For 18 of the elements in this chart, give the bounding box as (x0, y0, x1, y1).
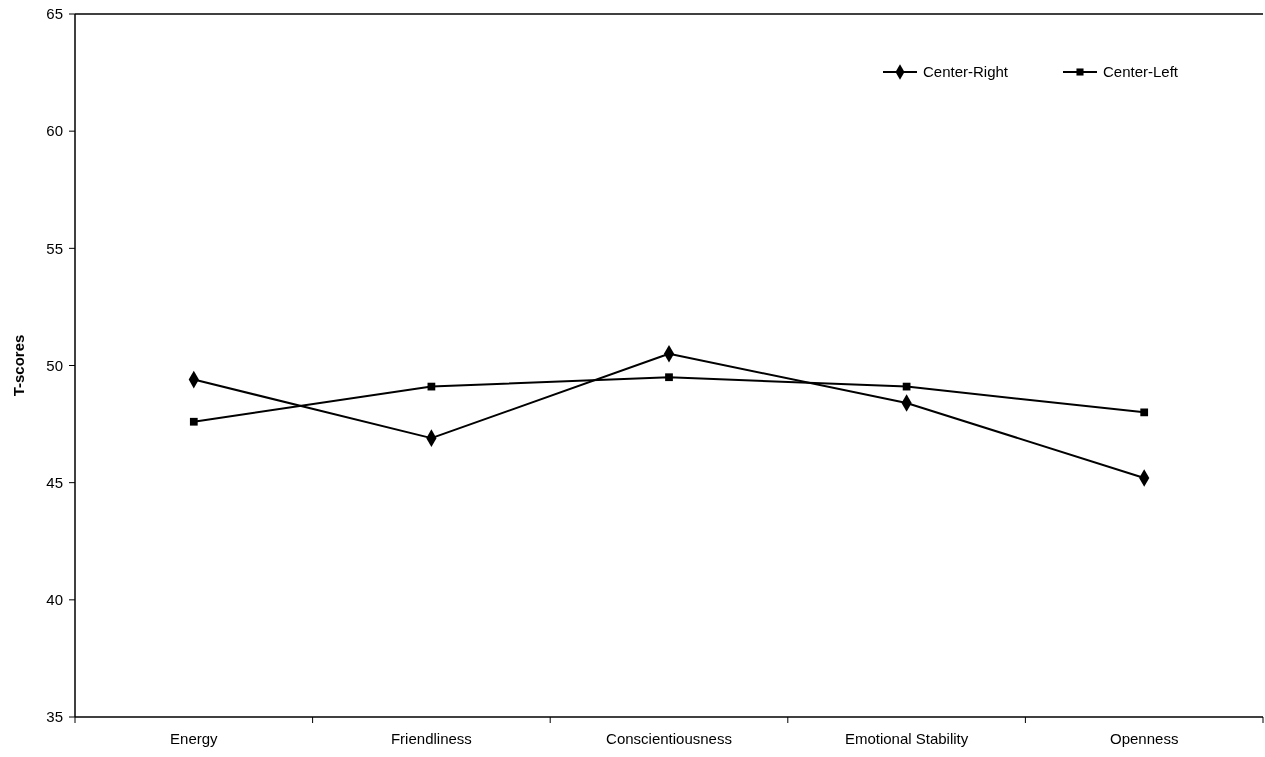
point (1140, 408, 1149, 417)
y-tick-label: 45 (46, 473, 63, 491)
x-tick-label: Friendliness (390, 730, 472, 747)
y-tick-label: 55 (46, 239, 63, 257)
point (189, 417, 198, 426)
y-axis-title: T-scores (10, 334, 27, 397)
y-tick-label: 65 (46, 5, 63, 23)
y-tick-label: 35 (46, 708, 63, 726)
legend-label: Center-Left (1103, 63, 1179, 81)
x-tick-label: Conscientiousness (606, 730, 732, 747)
x-tick-label: Openness (1110, 730, 1179, 747)
y-tick-label: 40 (46, 591, 63, 609)
y-tick-label: 60 (46, 122, 63, 140)
legend-label: Center-Right (923, 63, 1009, 81)
point (665, 373, 673, 382)
x-tick-label: Energy (170, 730, 219, 747)
x-tick-label: Emotional Stability (844, 730, 969, 747)
y-tick-label: 50 (46, 356, 63, 374)
